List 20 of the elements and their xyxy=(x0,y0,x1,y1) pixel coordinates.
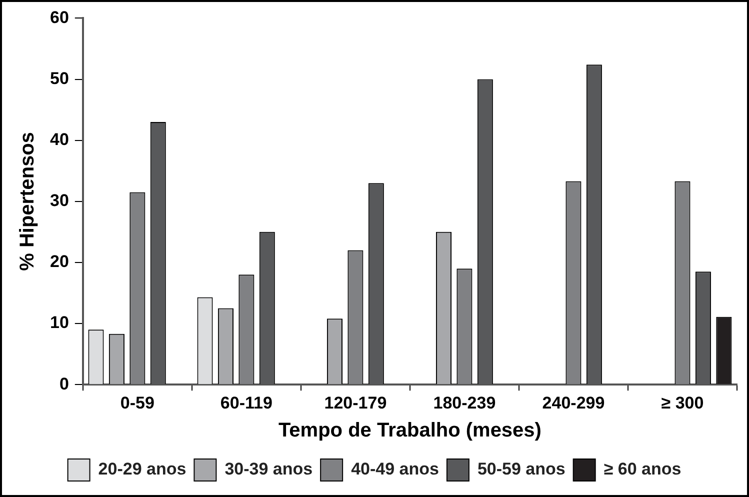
y-tick-label: 20 xyxy=(50,252,69,272)
x-tick-label: 240-299 xyxy=(542,393,605,412)
y-tick-label: 30 xyxy=(50,191,69,210)
x-tick-label: 0-59 xyxy=(120,393,154,412)
x-axis-title: Tempo de Trabalho (meses) xyxy=(278,420,542,442)
y-tick-label: 40 xyxy=(50,130,69,150)
y-tick-label: 60 xyxy=(50,8,69,27)
x-tick-label: 180-239 xyxy=(433,393,496,412)
y-axis-title: % Hipertensos xyxy=(16,132,39,271)
legend-label: 40-49 anos xyxy=(351,460,439,479)
legend-label: 50-59 anos xyxy=(477,460,566,479)
x-tick-label: 120-179 xyxy=(324,393,387,412)
x-tick-label: ≥ 300 xyxy=(661,393,704,412)
y-tick-label: 10 xyxy=(50,313,69,332)
legend-label: 30-39 anos xyxy=(224,460,313,479)
y-tick-label: 0 xyxy=(59,374,69,394)
legend-label: 20-29 anos xyxy=(98,460,186,479)
x-tick-label: 60-119 xyxy=(220,393,272,412)
y-tick-label: 50 xyxy=(50,68,69,88)
legend-label: ≥ 60 anos xyxy=(604,460,682,479)
